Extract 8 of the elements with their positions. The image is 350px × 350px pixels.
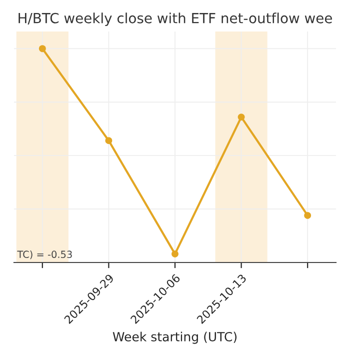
point — [38, 45, 46, 52]
point — [105, 137, 112, 144]
chart-title: H/BTC weekly close with ETF net-outflow wee — [18, 12, 332, 26]
point — [172, 250, 178, 258]
point — [238, 114, 245, 121]
annotation: TC) = -0.53 — [17, 250, 72, 260]
point — [304, 212, 312, 219]
x-axis-title: Week starting (UTC) — [112, 332, 237, 344]
